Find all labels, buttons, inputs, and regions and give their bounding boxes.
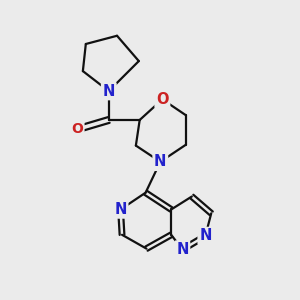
Text: O: O <box>71 122 83 136</box>
Text: N: N <box>154 154 167 169</box>
Text: N: N <box>199 229 212 244</box>
Text: N: N <box>103 84 115 99</box>
Text: N: N <box>114 202 127 217</box>
Text: O: O <box>156 92 169 107</box>
Text: N: N <box>176 242 189 257</box>
